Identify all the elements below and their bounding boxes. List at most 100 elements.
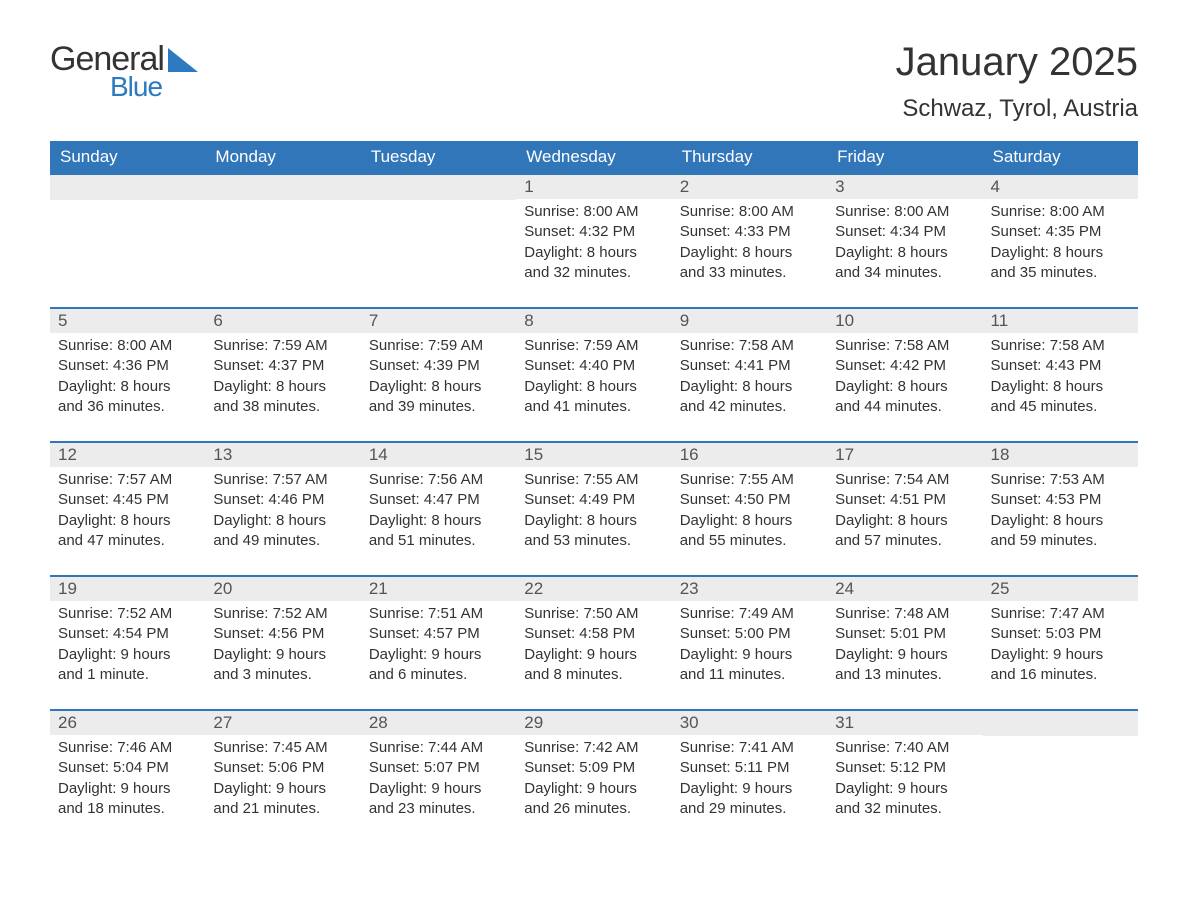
sunset-text: Sunset: 4:50 PM — [680, 490, 819, 510]
day-details: Sunrise: 7:47 AMSunset: 5:03 PMDaylight:… — [983, 601, 1138, 691]
day-cell: 20Sunrise: 7:52 AMSunset: 4:56 PMDayligh… — [205, 577, 360, 691]
daylight-text: Daylight: 8 hours — [991, 511, 1130, 531]
day-details: Sunrise: 7:58 AMSunset: 4:43 PMDaylight:… — [983, 333, 1138, 423]
sunrise-text: Sunrise: 7:48 AM — [835, 604, 974, 624]
daylight-text: Daylight: 8 hours — [835, 243, 974, 263]
sunset-text: Sunset: 4:32 PM — [524, 222, 663, 242]
daylight-text: and 18 minutes. — [58, 799, 197, 819]
day-cell: 25Sunrise: 7:47 AMSunset: 5:03 PMDayligh… — [983, 577, 1138, 691]
daylight-text: and 44 minutes. — [835, 397, 974, 417]
sunrise-text: Sunrise: 7:54 AM — [835, 470, 974, 490]
day-details: Sunrise: 8:00 AMSunset: 4:35 PMDaylight:… — [983, 199, 1138, 289]
daylight-text: and 51 minutes. — [369, 531, 508, 551]
daylight-text: and 33 minutes. — [680, 263, 819, 283]
daylight-text: Daylight: 9 hours — [991, 645, 1130, 665]
week-row: 19Sunrise: 7:52 AMSunset: 4:54 PMDayligh… — [50, 575, 1138, 691]
day-details: Sunrise: 7:53 AMSunset: 4:53 PMDaylight:… — [983, 467, 1138, 557]
daylight-text: and 3 minutes. — [213, 665, 352, 685]
sunset-text: Sunset: 4:49 PM — [524, 490, 663, 510]
daylight-text: and 11 minutes. — [680, 665, 819, 685]
sunrise-text: Sunrise: 7:52 AM — [213, 604, 352, 624]
daylight-text: and 36 minutes. — [58, 397, 197, 417]
day-details: Sunrise: 7:55 AMSunset: 4:49 PMDaylight:… — [516, 467, 671, 557]
day-number: 10 — [827, 309, 982, 333]
day-number: 12 — [50, 443, 205, 467]
daylight-text: Daylight: 8 hours — [213, 511, 352, 531]
empty-day — [50, 175, 205, 200]
daylight-text: and 23 minutes. — [369, 799, 508, 819]
day-details: Sunrise: 7:52 AMSunset: 4:54 PMDaylight:… — [50, 601, 205, 691]
day-details: Sunrise: 7:59 AMSunset: 4:39 PMDaylight:… — [361, 333, 516, 423]
day-number: 26 — [50, 711, 205, 735]
sunset-text: Sunset: 4:43 PM — [991, 356, 1130, 376]
sunrise-text: Sunrise: 7:45 AM — [213, 738, 352, 758]
day-details: Sunrise: 7:54 AMSunset: 4:51 PMDaylight:… — [827, 467, 982, 557]
day-cell: 22Sunrise: 7:50 AMSunset: 4:58 PMDayligh… — [516, 577, 671, 691]
day-details: Sunrise: 7:44 AMSunset: 5:07 PMDaylight:… — [361, 735, 516, 825]
day-number: 16 — [672, 443, 827, 467]
day-cell: 7Sunrise: 7:59 AMSunset: 4:39 PMDaylight… — [361, 309, 516, 423]
day-number: 4 — [983, 175, 1138, 199]
day-details: Sunrise: 7:48 AMSunset: 5:01 PMDaylight:… — [827, 601, 982, 691]
sunset-text: Sunset: 5:09 PM — [524, 758, 663, 778]
daylight-text: Daylight: 8 hours — [524, 511, 663, 531]
sunset-text: Sunset: 5:12 PM — [835, 758, 974, 778]
daylight-text: Daylight: 9 hours — [680, 779, 819, 799]
day-details: Sunrise: 7:59 AMSunset: 4:40 PMDaylight:… — [516, 333, 671, 423]
daylight-text: and 13 minutes. — [835, 665, 974, 685]
daylight-text: and 8 minutes. — [524, 665, 663, 685]
weekday-header: Tuesday — [361, 141, 516, 173]
week-row: 12Sunrise: 7:57 AMSunset: 4:45 PMDayligh… — [50, 441, 1138, 557]
day-cell: 8Sunrise: 7:59 AMSunset: 4:40 PMDaylight… — [516, 309, 671, 423]
sunset-text: Sunset: 4:33 PM — [680, 222, 819, 242]
day-cell — [361, 175, 516, 289]
location-label: Schwaz, Tyrol, Austria — [896, 95, 1138, 123]
day-number: 25 — [983, 577, 1138, 601]
daylight-text: and 42 minutes. — [680, 397, 819, 417]
daylight-text: Daylight: 9 hours — [213, 779, 352, 799]
daylight-text: and 35 minutes. — [991, 263, 1130, 283]
sunset-text: Sunset: 5:03 PM — [991, 624, 1130, 644]
daylight-text: Daylight: 8 hours — [835, 511, 974, 531]
sunset-text: Sunset: 4:40 PM — [524, 356, 663, 376]
weekday-header: Thursday — [672, 141, 827, 173]
day-number: 18 — [983, 443, 1138, 467]
day-cell: 26Sunrise: 7:46 AMSunset: 5:04 PMDayligh… — [50, 711, 205, 825]
week-row: 5Sunrise: 8:00 AMSunset: 4:36 PMDaylight… — [50, 307, 1138, 423]
day-details: Sunrise: 7:49 AMSunset: 5:00 PMDaylight:… — [672, 601, 827, 691]
day-number: 11 — [983, 309, 1138, 333]
sunrise-text: Sunrise: 7:59 AM — [524, 336, 663, 356]
daylight-text: Daylight: 8 hours — [680, 377, 819, 397]
sunrise-text: Sunrise: 7:42 AM — [524, 738, 663, 758]
day-number: 1 — [516, 175, 671, 199]
day-cell: 5Sunrise: 8:00 AMSunset: 4:36 PMDaylight… — [50, 309, 205, 423]
empty-day — [361, 175, 516, 200]
daylight-text: and 47 minutes. — [58, 531, 197, 551]
day-details: Sunrise: 7:45 AMSunset: 5:06 PMDaylight:… — [205, 735, 360, 825]
page-title: January 2025 — [896, 40, 1138, 85]
daylight-text: and 49 minutes. — [213, 531, 352, 551]
daylight-text: Daylight: 9 hours — [524, 645, 663, 665]
daylight-text: and 41 minutes. — [524, 397, 663, 417]
daylight-text: Daylight: 8 hours — [524, 243, 663, 263]
daylight-text: and 16 minutes. — [991, 665, 1130, 685]
daylight-text: and 53 minutes. — [524, 531, 663, 551]
sunset-text: Sunset: 4:46 PM — [213, 490, 352, 510]
day-number: 24 — [827, 577, 982, 601]
day-number: 2 — [672, 175, 827, 199]
sunrise-text: Sunrise: 7:44 AM — [369, 738, 508, 758]
day-number: 21 — [361, 577, 516, 601]
day-number: 9 — [672, 309, 827, 333]
sunset-text: Sunset: 5:07 PM — [369, 758, 508, 778]
sunrise-text: Sunrise: 7:57 AM — [58, 470, 197, 490]
daylight-text: Daylight: 8 hours — [58, 377, 197, 397]
day-number: 7 — [361, 309, 516, 333]
sunrise-text: Sunrise: 7:56 AM — [369, 470, 508, 490]
sunrise-text: Sunrise: 7:40 AM — [835, 738, 974, 758]
sunrise-text: Sunrise: 7:59 AM — [369, 336, 508, 356]
day-cell: 6Sunrise: 7:59 AMSunset: 4:37 PMDaylight… — [205, 309, 360, 423]
day-details: Sunrise: 7:52 AMSunset: 4:56 PMDaylight:… — [205, 601, 360, 691]
day-details: Sunrise: 7:57 AMSunset: 4:45 PMDaylight:… — [50, 467, 205, 557]
daylight-text: Daylight: 8 hours — [680, 243, 819, 263]
sunrise-text: Sunrise: 7:58 AM — [991, 336, 1130, 356]
